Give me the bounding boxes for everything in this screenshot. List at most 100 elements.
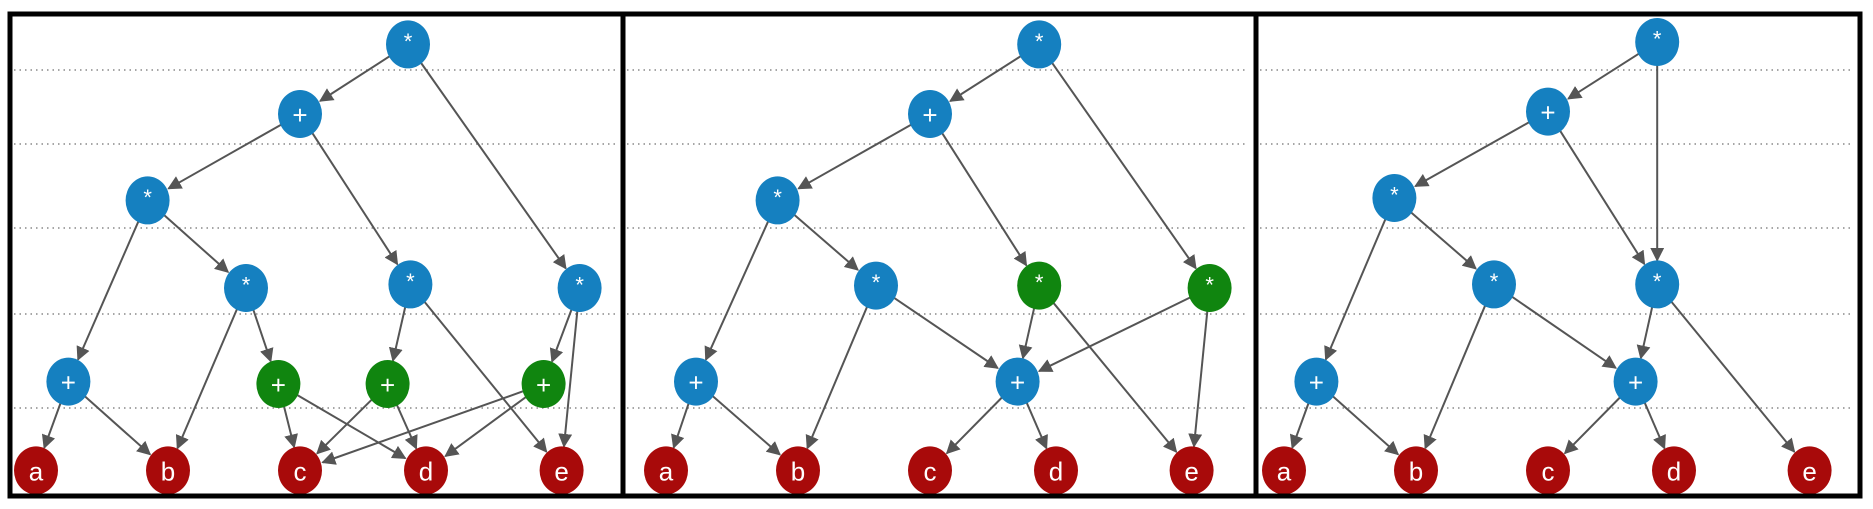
leaf-node-b: b xyxy=(146,446,190,495)
op-node: * xyxy=(1635,260,1680,309)
node-circle xyxy=(908,90,952,138)
node-circle xyxy=(1787,446,1832,495)
node-label: e xyxy=(1184,456,1198,486)
edge-m2-to-b xyxy=(805,305,869,450)
node-circle xyxy=(404,446,448,495)
leaf-node-a: a xyxy=(14,446,58,495)
leaf-node-d: d xyxy=(1034,446,1078,495)
edge-m4-to-g3 xyxy=(549,308,573,363)
node-circle xyxy=(1187,264,1232,312)
edge-p1-to-m1 xyxy=(167,123,282,190)
edge-r-to-p1 xyxy=(1567,52,1640,100)
node-label: * xyxy=(1490,269,1499,294)
edge-p1-to-m1 xyxy=(797,123,912,190)
op-node: * xyxy=(388,260,433,309)
edge-m4-to-p3 xyxy=(1037,296,1191,372)
leaf-node-b: b xyxy=(776,446,820,495)
edge-m2-to-p3 xyxy=(893,297,999,369)
node-circle xyxy=(557,264,602,312)
edge-m3-to-g2 xyxy=(388,305,407,362)
edge-g3-to-d xyxy=(444,396,527,458)
edge-m4-to-e xyxy=(558,309,579,448)
node-circle xyxy=(1635,260,1680,309)
node-circle xyxy=(674,357,718,406)
dag-panel-3: * + * * * + + a b c d e xyxy=(1253,11,1863,499)
edge-g2-to-d xyxy=(395,403,418,450)
edge-r-to-m4 xyxy=(419,61,567,270)
edge-r-to-p1 xyxy=(318,55,391,102)
node-label: d xyxy=(1667,456,1681,486)
edge-m2-to-b xyxy=(175,307,239,450)
node-circle xyxy=(1526,446,1570,495)
op-node: * xyxy=(557,264,602,312)
op-node: * xyxy=(1372,174,1417,222)
edge-p2-to-b xyxy=(711,395,781,456)
op-node: * xyxy=(1635,18,1680,66)
node-label: * xyxy=(1035,270,1044,295)
op-node: + xyxy=(1526,87,1570,136)
node-circle xyxy=(539,446,584,495)
node-label: * xyxy=(575,273,584,298)
node-label: * xyxy=(143,185,152,210)
op-node: * xyxy=(755,176,800,225)
edge-p2-to-b xyxy=(1332,395,1400,456)
leaf-node-d: d xyxy=(1652,446,1696,495)
op-node: + xyxy=(674,357,718,406)
op-node: * xyxy=(1472,260,1516,309)
node-label: * xyxy=(1205,273,1214,298)
edge-p1-to-m3 xyxy=(1558,129,1646,266)
leaf-node-e: e xyxy=(539,446,584,495)
panel-frame xyxy=(7,11,626,499)
op-node: + xyxy=(995,357,1040,406)
node-label: a xyxy=(1277,456,1292,486)
edge-m2-to-g1 xyxy=(252,308,274,363)
edge-m2-to-b xyxy=(1423,304,1487,450)
node-circle xyxy=(1526,87,1570,136)
edge-m3-to-e xyxy=(1670,300,1796,453)
node-label: * xyxy=(1035,29,1044,54)
node-label: + xyxy=(380,370,395,400)
node-label: + xyxy=(1309,368,1324,398)
edge-g2-to-c xyxy=(316,398,373,455)
node-circle xyxy=(386,20,430,69)
node-label: + xyxy=(61,368,76,398)
node-circle xyxy=(125,176,170,225)
leaf-node-c: c xyxy=(278,446,322,495)
edge-p1-to-m1 xyxy=(1414,121,1530,188)
edge-g3-to-c xyxy=(321,390,524,465)
edge-p3-to-c xyxy=(945,396,1003,455)
node-label: b xyxy=(1409,456,1423,486)
node-circle xyxy=(388,260,433,309)
leaf-node-a: a xyxy=(1262,446,1306,495)
shared-op-node: + xyxy=(521,360,566,408)
node-circle xyxy=(46,357,91,406)
node-label: + xyxy=(1628,368,1643,398)
leaf-node-c: c xyxy=(908,446,952,495)
node-label: e xyxy=(1802,456,1816,486)
shared-op-node: * xyxy=(1187,264,1232,312)
node-circle xyxy=(1034,446,1078,495)
node-label: c xyxy=(294,456,307,486)
edge-p1-to-m3 xyxy=(940,132,1028,267)
edge-m4-to-e xyxy=(1188,309,1209,448)
node-circle xyxy=(365,360,410,408)
node-circle xyxy=(1613,357,1658,406)
node-circle xyxy=(644,446,688,495)
node-label: + xyxy=(271,370,286,400)
leaf-node-d: d xyxy=(404,446,448,495)
panel-frame xyxy=(620,11,1259,499)
op-node: + xyxy=(908,90,952,138)
node-label: * xyxy=(773,185,782,210)
edge-m3-to-p3 xyxy=(1636,305,1654,360)
edge-m3-to-p3 xyxy=(1018,306,1036,360)
node-label: * xyxy=(404,29,413,54)
node-label: c xyxy=(924,456,937,486)
node-circle xyxy=(1372,174,1417,222)
node-circle xyxy=(1169,446,1214,495)
edge-p2-to-a xyxy=(1289,401,1310,450)
node-label: + xyxy=(1540,98,1555,128)
leaf-node-e: e xyxy=(1169,446,1214,495)
leaf-node-b: b xyxy=(1394,446,1438,495)
node-label: + xyxy=(688,368,703,398)
